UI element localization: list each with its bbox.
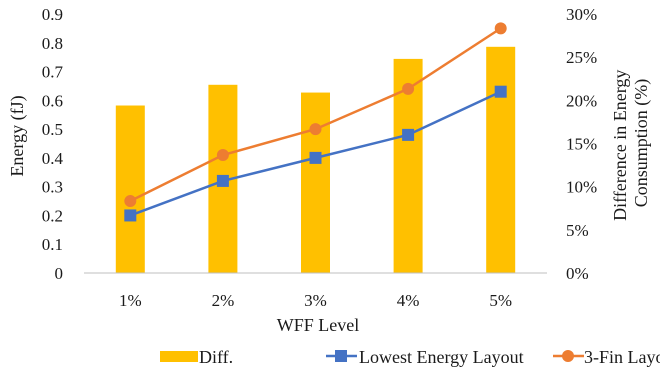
right-y-ticks: 0% 5% 10% 15% 20% 25% 30% <box>566 5 597 283</box>
y-right-tick-5: 25% <box>566 48 597 67</box>
marker-series-1-3 <box>309 151 322 164</box>
y-right-tick-1: 5% <box>566 221 589 240</box>
marker-series-1-4 <box>402 128 415 141</box>
bar-diff-1 <box>115 105 145 273</box>
y-axis-right-title-line-2: Consumption (%) <box>631 79 652 208</box>
x-ticks: 1% 2% 3% 4% 5% <box>119 291 512 310</box>
marker-series-2-3 <box>309 123 322 136</box>
lines-layer <box>124 22 507 222</box>
marker-series-2-4 <box>402 82 415 95</box>
y-left-tick-1: 0.1 <box>42 235 63 254</box>
legend-item-3fin: 3-Fin Layout <box>553 347 660 367</box>
y-left-tick-3: 0.3 <box>42 178 63 197</box>
y-axis-right-title: Difference in Energy Consumption (%) <box>610 65 652 221</box>
x-axis-title: WFF Level <box>277 315 360 335</box>
x-tick-4: 4% <box>397 291 420 310</box>
y-right-tick-3: 15% <box>566 135 597 154</box>
y-left-tick-8: 0.8 <box>42 34 63 53</box>
y-left-tick-9: 0.9 <box>42 5 63 24</box>
x-tick-1: 1% <box>119 291 142 310</box>
legend-marker-3fin <box>562 350 574 362</box>
marker-series-1-1 <box>124 209 137 222</box>
legend-label-lowest-energy: Lowest Energy Layout <box>359 347 524 367</box>
marker-series-2-1 <box>124 195 137 208</box>
y-left-tick-7: 0.7 <box>42 63 64 82</box>
legend: Diff. Lowest Energy Layout 3-Fin Layout <box>160 347 660 367</box>
legend-swatch-diff <box>160 351 198 362</box>
y-left-tick-2: 0.2 <box>42 206 63 225</box>
marker-series-1-5 <box>494 85 507 98</box>
marker-series-2-2 <box>216 149 229 162</box>
y-axis-right-title-line-1: Difference in Energy <box>610 70 630 221</box>
x-tick-3: 3% <box>304 291 327 310</box>
left-y-ticks: 0 0.1 0.2 0.3 0.4 0.5 0.6 0.7 0.8 0.9 <box>42 5 64 283</box>
y-axis-left-title: Energy (fJ) <box>7 95 28 176</box>
y-right-tick-6: 30% <box>566 5 597 24</box>
marker-series-2-5 <box>494 22 507 35</box>
legend-label-3fin: 3-Fin Layout <box>584 347 660 367</box>
x-tick-5: 5% <box>489 291 512 310</box>
y-left-tick-4: 0.4 <box>42 149 64 168</box>
bar-diff-5 <box>486 46 516 273</box>
y-right-tick-2: 10% <box>566 178 597 197</box>
y-left-tick-6: 0.6 <box>42 91 63 110</box>
y-left-tick-5: 0.5 <box>42 120 63 139</box>
y-right-tick-4: 20% <box>566 91 597 110</box>
marker-series-1-2 <box>216 174 229 187</box>
y-right-tick-0: 0% <box>566 264 589 283</box>
bar-diff-3 <box>301 92 330 274</box>
x-tick-2: 2% <box>212 291 235 310</box>
legend-label-diff: Diff. <box>199 347 233 367</box>
legend-item-lowest-energy: Lowest Energy Layout <box>326 347 524 367</box>
legend-marker-lowest-energy <box>335 350 347 362</box>
legend-item-diff: Diff. <box>160 347 233 367</box>
y-left-tick-0: 0 <box>55 264 64 283</box>
